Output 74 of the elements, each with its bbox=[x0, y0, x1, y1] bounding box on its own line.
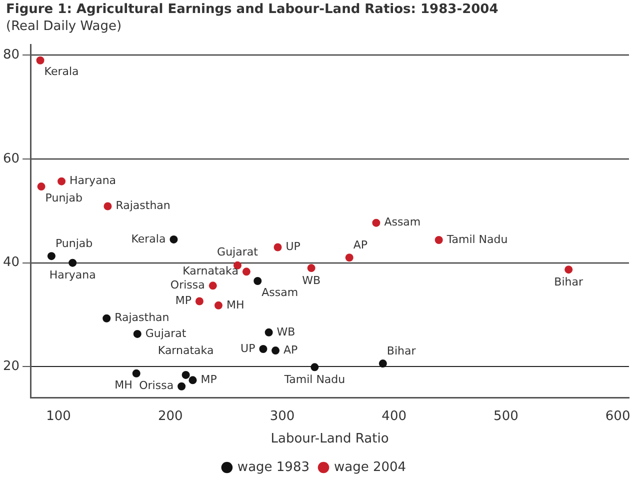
annotation: Kerala bbox=[44, 65, 79, 78]
annotation: Haryana bbox=[70, 174, 116, 188]
point bbox=[259, 345, 268, 354]
annotation: UP bbox=[240, 342, 256, 355]
annotation: Bihar bbox=[386, 344, 416, 358]
x-tick-label: 100 bbox=[46, 408, 71, 424]
annotation: Rajasthan bbox=[114, 311, 170, 324]
annotation: Punjab bbox=[55, 236, 93, 250]
annotation: UP bbox=[286, 240, 301, 254]
point bbox=[36, 56, 44, 64]
annotation: Orissa bbox=[139, 379, 174, 392]
annotation: Haryana bbox=[49, 268, 96, 282]
point bbox=[214, 301, 222, 310]
annotation: Tamil Nadu bbox=[283, 373, 346, 386]
point bbox=[47, 252, 56, 260]
chart-title: Figure 1: Agricultural Earnings and Labour-Land Ratios: 1983-2004 bbox=[5, 1, 500, 19]
point bbox=[132, 369, 140, 378]
annotation: WB bbox=[302, 274, 321, 287]
point bbox=[102, 314, 111, 322]
point bbox=[254, 277, 262, 285]
point bbox=[307, 264, 316, 272]
point bbox=[195, 297, 204, 306]
point bbox=[178, 382, 186, 390]
point bbox=[133, 330, 142, 338]
annotation: Gujarat bbox=[217, 245, 259, 258]
y-axis-title: (Real Daily Wage) bbox=[5, 19, 123, 34]
y-tick-label: 60 bbox=[2, 151, 20, 166]
x-tick-label: 300 bbox=[270, 408, 295, 424]
x-tick-label: 400 bbox=[382, 408, 407, 424]
annotation: WB bbox=[276, 325, 296, 338]
x-tick-label: 600 bbox=[605, 408, 630, 424]
point bbox=[68, 258, 77, 267]
point bbox=[310, 363, 319, 372]
annotation: Orissa bbox=[170, 278, 205, 292]
annotation: Punjab bbox=[45, 191, 82, 204]
annotation: MP bbox=[200, 373, 218, 386]
legend-label: wage 2004 bbox=[334, 460, 406, 475]
point bbox=[274, 243, 282, 252]
annotation: AP bbox=[353, 238, 368, 252]
annotation: Karnataka bbox=[158, 344, 214, 357]
x-tick-label: 200 bbox=[158, 408, 183, 424]
point bbox=[564, 266, 573, 274]
point bbox=[272, 346, 280, 355]
annotation: Tamil Nadu bbox=[446, 232, 508, 246]
annotation: Assam bbox=[262, 286, 298, 299]
annotation: Bihar bbox=[554, 275, 584, 288]
x-tick-label: 500 bbox=[494, 408, 518, 424]
point bbox=[378, 360, 387, 368]
point bbox=[188, 376, 197, 384]
y-tick-label: 40 bbox=[2, 255, 20, 270]
point bbox=[58, 177, 66, 186]
point bbox=[104, 202, 112, 210]
point bbox=[170, 235, 178, 244]
point bbox=[345, 254, 354, 262]
point bbox=[372, 218, 380, 227]
annotation: MH bbox=[114, 378, 132, 392]
annotation: AP bbox=[284, 343, 298, 356]
annotation: Assam bbox=[384, 216, 421, 229]
point bbox=[264, 328, 273, 336]
point bbox=[434, 236, 443, 244]
annotation: MP bbox=[175, 294, 192, 308]
point bbox=[208, 282, 217, 290]
annotation: Gujarat bbox=[145, 326, 187, 340]
x-axis-title: Labour-Land Ratio bbox=[270, 432, 389, 447]
legend-label: wage 1983 bbox=[237, 460, 310, 475]
point bbox=[182, 370, 190, 379]
point bbox=[37, 182, 46, 191]
y-tick-label: 80 bbox=[2, 48, 20, 63]
point bbox=[242, 268, 250, 276]
annotation: MH bbox=[226, 298, 244, 312]
annotation: Rajasthan bbox=[116, 199, 170, 212]
annotation: Karnataka bbox=[182, 264, 238, 278]
annotation: Kerala bbox=[131, 232, 166, 246]
y-tick-label: 20 bbox=[2, 359, 20, 374]
